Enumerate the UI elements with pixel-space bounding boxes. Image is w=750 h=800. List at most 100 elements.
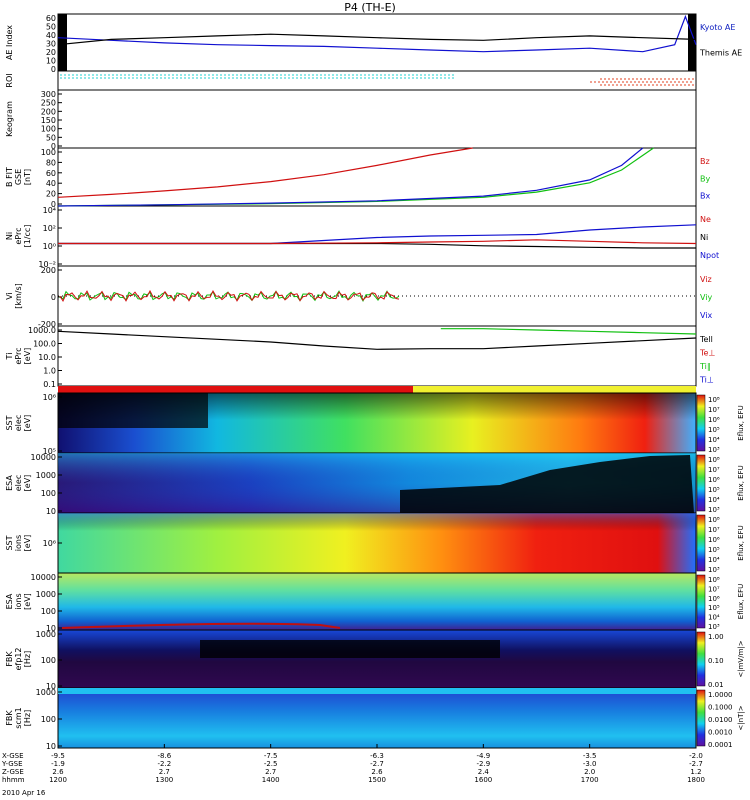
panel-vi-tick-label: 200 <box>41 266 56 275</box>
panel-ae-ylabel: AE Index <box>5 25 14 60</box>
panel-esa_e-ylabel: ESA <box>5 475 14 491</box>
panel-ni-legend-Ni: Ni <box>700 233 708 242</box>
panel-bfgm-legend-Bx: Bx <box>700 192 710 201</box>
xaxis-tick-label: 2.7 <box>159 768 170 776</box>
xaxis-row-label: Y-GSE <box>1 760 23 768</box>
xaxis-tick-label: -8.6 <box>157 752 171 760</box>
colorbar-sst_e-tick-label: 10⁷ <box>708 406 720 414</box>
panel-ni-legend-Npot: Npot <box>700 251 719 260</box>
colorbar-fbk-efp <box>696 631 706 687</box>
series-ne <box>58 239 697 245</box>
panel-ae-tick-label: 0 <box>51 65 56 74</box>
colorbar-esa_i-tick-label: 10⁶ <box>708 595 720 603</box>
xaxis-tick-label: 1300 <box>155 776 173 784</box>
colorbar-fbk_b-tick-label: 0.0001 <box>708 741 733 749</box>
panel-sst_e-tick-label: 10⁶ <box>43 393 56 402</box>
vi-noise-band <box>59 289 400 302</box>
panel-ni-tick-label: 10² <box>43 224 56 233</box>
panel-ti-legend-Ti⊥: Ti⊥ <box>699 376 714 385</box>
panel-esa_i-tick-label: 10 <box>46 624 56 633</box>
xaxis-tick-label: -2.7 <box>370 760 384 768</box>
panel-esa_e-tick-label: 10 <box>46 507 56 516</box>
panel-keogram-tick-label: 0 <box>51 142 56 151</box>
panel-bfgm-ylabel: B FIT <box>5 167 14 187</box>
colorbar-esa_i-tick-label: 10⁵ <box>708 604 720 612</box>
panel-esa_i-ylabel: ions <box>14 593 23 609</box>
colorbar-sst_i-tick-label: 10⁵ <box>708 546 720 554</box>
xaxis-tick-label: 2.6 <box>52 768 64 776</box>
panel-esa_e-tick-label: 100 <box>41 489 56 498</box>
panel-sst_e-tick-label: 10⁵ <box>43 447 56 456</box>
panel-ni-legend-Ne: Ne <box>700 215 711 224</box>
panel-ae-tick-label: 60 <box>46 14 56 23</box>
colorbar-esa-ions <box>696 574 706 629</box>
panel-bfgm-ylabel: [nT] <box>23 169 32 185</box>
panel-esa_i-tick-label: 100 <box>41 607 56 616</box>
xaxis-tick-label: -2.9 <box>476 760 490 768</box>
xaxis-tick-label: -6.3 <box>370 752 384 760</box>
panel-fbk_e-ylabel: efp12 <box>14 648 23 671</box>
xaxis-tick-label: 2.6 <box>371 768 383 776</box>
series-kyoto-ae <box>57 14 697 53</box>
panel-fbk_e-tick-label: 1000 <box>36 630 56 639</box>
panel-fbk_b-ylabel: scm1 <box>14 707 23 728</box>
panel-sst_i-ylabel: SST <box>5 535 14 550</box>
panel-keogram-frame <box>57 89 697 149</box>
panel-esa_e-tick-label: 1000 <box>36 471 56 480</box>
xaxis-row-label: hhmm <box>2 776 25 784</box>
panel-vi-tick-label: 0 <box>51 293 56 302</box>
panel-esa_i-ylabel: ESA <box>5 593 14 609</box>
xaxis-row-label: Z-GSE <box>2 768 24 776</box>
panel-fbk_e-tick-label: 10 <box>46 682 56 691</box>
xaxis-tick-label: 1400 <box>262 776 280 784</box>
colorbar-fbk_e-label: <|mV/m|> <box>737 640 745 677</box>
colorbar-esa_e-tick-label: 10⁴ <box>708 496 720 504</box>
colorbar-fbk_e-tick-label: 0.01 <box>708 681 724 689</box>
panel-esa_e-tick-label: 10000 <box>31 453 56 462</box>
xaxis-tick-label: 1200 <box>49 776 67 784</box>
colorbar-esa_i-tick-label: 10⁴ <box>708 614 720 622</box>
panel-ae-legend-Themis AE: Themis AE <box>699 49 742 58</box>
xaxis-tick-label: -9.5 <box>51 752 65 760</box>
colorbar-esa_e-tick-label: 10⁶ <box>708 476 720 484</box>
series-bz <box>57 147 473 198</box>
xaxis-tick-label: -4.9 <box>476 752 490 760</box>
panel-ae-black-bar-right <box>688 14 696 71</box>
colorbar-sst_i-tick-label: 10⁷ <box>708 526 720 534</box>
mode-bar-red <box>58 386 413 393</box>
panel-fbk-scm-top-band <box>58 688 696 694</box>
panel-sst-ions-shade <box>58 513 696 573</box>
xaxis-tick-label: -2.5 <box>264 760 278 768</box>
panel-bfgm-tick-label: 40 <box>46 179 56 188</box>
panel-roi-ylabel: ROI <box>5 73 14 87</box>
panel-ni-tick-label: 10⁻² <box>38 260 56 269</box>
panel-fbk_b-ylabel: FBK <box>5 710 14 726</box>
colorbar-esa_i-tick-label: 10³ <box>708 623 720 631</box>
panel-frames <box>57 13 706 749</box>
panel-ni-tick-label: 10⁰ <box>43 242 56 251</box>
panel-ae-tick-label: 40 <box>46 31 56 40</box>
panel-ni-ylabel: Ni <box>5 232 14 240</box>
xaxis-row-label: X-GSE <box>2 752 24 760</box>
panel-fbk-scm-frame <box>57 687 697 749</box>
panel-ni-tick-label: 10⁴ <box>43 206 56 215</box>
xaxis-tick-label: -2.0 <box>689 752 703 760</box>
panel-sst_e-ylabel: [eV] <box>23 415 32 432</box>
panel-ti-tick-label: 0.1 <box>43 380 56 389</box>
colorbar-esa_e-tick-label: 10⁸ <box>708 456 720 464</box>
panel-bfgm-tick-label: 80 <box>46 158 56 167</box>
panel-ae-tick-label: 30 <box>46 40 56 49</box>
xaxis-tick-label: 1800 <box>687 776 705 784</box>
colorbar-sst-ions <box>696 514 706 572</box>
panel-ni-ylabel: [1/cc] <box>23 225 32 248</box>
xaxis-tick-label: -2.7 <box>689 760 703 768</box>
series-tell <box>57 330 697 350</box>
colorbar-fbk_e-tick-label: 1.00 <box>708 633 724 641</box>
panel-keogram-tick-label: 200 <box>41 107 56 116</box>
panel-keogram-ylabel: Keogram <box>5 101 14 137</box>
panel-sst_i-tick-label: 10⁶ <box>43 539 56 548</box>
panel-ti-legend-Ti∥: Ti∥ <box>699 362 711 371</box>
panel-fbk-efp-frame <box>57 629 697 689</box>
